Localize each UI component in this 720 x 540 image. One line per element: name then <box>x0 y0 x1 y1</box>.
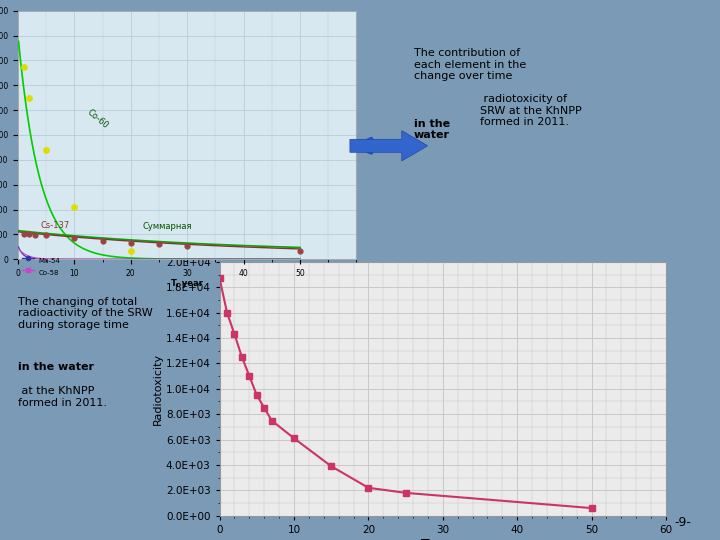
Text: at the KhNPP
formed in 2011.: at the KhNPP formed in 2011. <box>18 386 107 408</box>
Point <box>181 242 193 251</box>
FancyArrowPatch shape <box>357 139 420 153</box>
Text: Co-60: Co-60 <box>86 108 110 131</box>
Text: Суммарная: Суммарная <box>142 222 192 232</box>
Point <box>24 230 35 239</box>
Point <box>153 240 165 248</box>
Text: The contribution of
each element in the
change over time: The contribution of each element in the … <box>414 48 526 82</box>
Point <box>18 230 30 238</box>
Point <box>29 230 40 239</box>
Polygon shape <box>350 131 428 161</box>
Text: Mn-54: Mn-54 <box>38 258 60 264</box>
Text: in the water: in the water <box>18 362 94 372</box>
Text: Cs-137: Cs-137 <box>40 221 70 230</box>
Text: The changing of total
radioactivity of the SRW
during storage time: The changing of total radioactivity of t… <box>18 296 153 330</box>
Point <box>125 246 137 255</box>
Text: radiotoxicity of
SRW at the KhNPP
formed in 2011.: radiotoxicity of SRW at the KhNPP formed… <box>480 94 581 127</box>
Text: in the
water: in the water <box>414 119 450 140</box>
Point <box>24 93 35 102</box>
X-axis label: T,year: T,year <box>421 537 464 540</box>
Point <box>40 231 52 239</box>
Point <box>294 246 306 255</box>
Text: -9-: -9- <box>675 516 691 529</box>
Point <box>40 146 52 154</box>
Point <box>68 202 80 211</box>
X-axis label: T, year: T, year <box>171 279 203 288</box>
Point <box>125 239 137 247</box>
Point <box>68 234 80 242</box>
Point <box>96 237 108 245</box>
Text: Co-58: Co-58 <box>38 269 58 276</box>
Y-axis label: Radiotoxicity: Radiotoxicity <box>153 353 163 425</box>
Point <box>18 62 30 71</box>
